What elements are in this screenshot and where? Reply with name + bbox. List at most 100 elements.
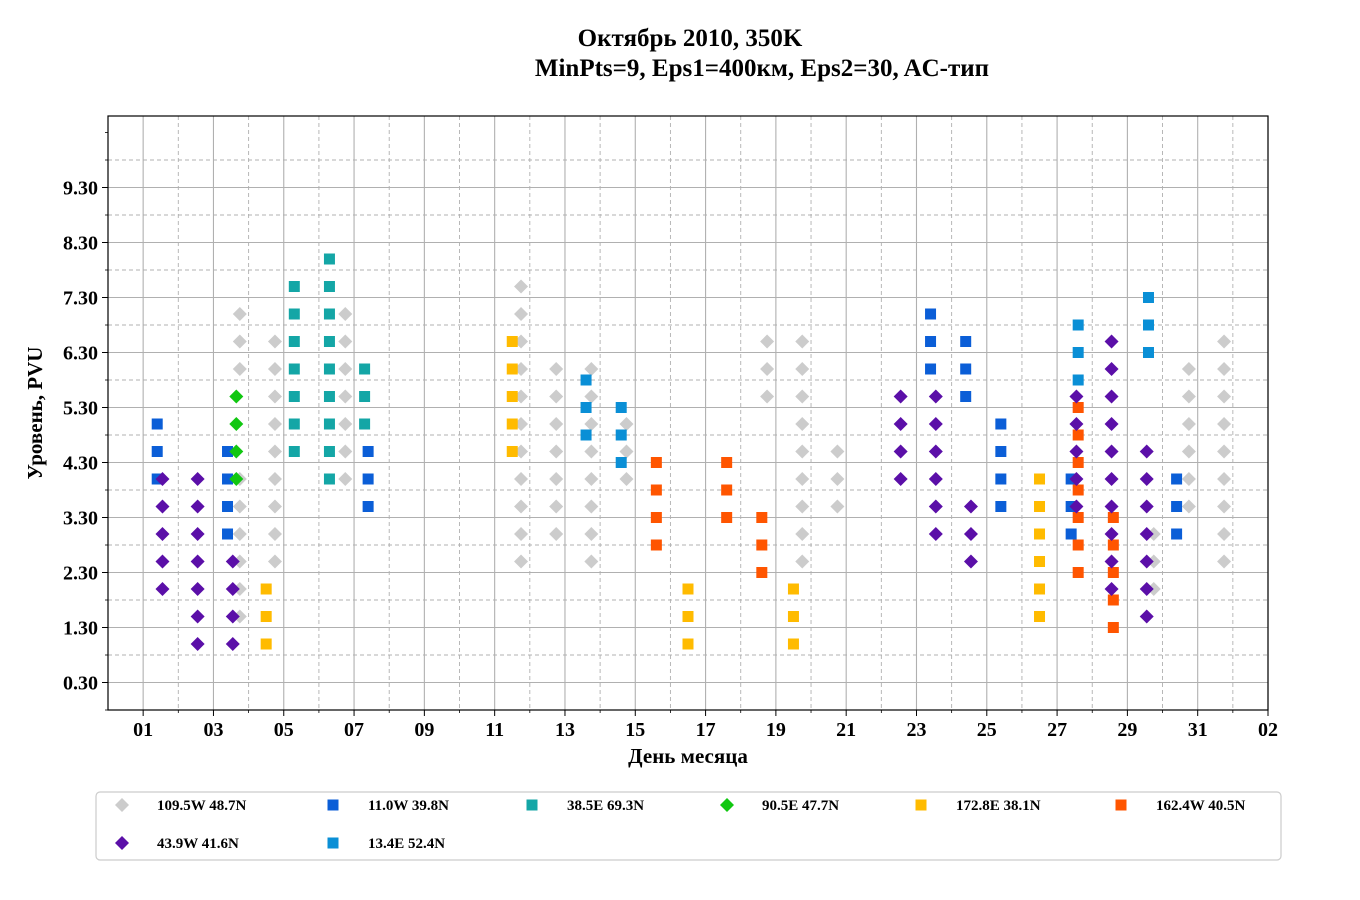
data-point (1104, 472, 1119, 486)
data-point (1034, 611, 1046, 622)
data-point (225, 554, 240, 569)
data-point (1072, 512, 1084, 523)
data-point (584, 389, 599, 404)
data-point (338, 444, 353, 459)
data-point (1069, 389, 1084, 404)
axis-ticks: 01 03 05 07 09 11 13 15 17 19 21 23 25 27 29 31 02 0.30 1.… (63, 132, 1278, 741)
data-point (222, 473, 234, 485)
data-point (682, 611, 694, 622)
data-point (795, 389, 810, 404)
x-tick-label: 25 (977, 719, 997, 741)
legend-box (95, 791, 1282, 861)
data-point (288, 308, 300, 320)
data-point (995, 446, 1007, 457)
data-point (323, 391, 335, 402)
data-point (795, 472, 810, 486)
x-tick-label: 07 (344, 719, 364, 741)
data-point (1146, 582, 1161, 596)
data-point (267, 527, 282, 541)
data-point (928, 389, 943, 404)
data-point (190, 472, 205, 486)
data-point (232, 527, 247, 541)
data-point (893, 389, 908, 404)
data-point (1034, 528, 1046, 540)
legend-label: 90.5E 47.7N (762, 798, 839, 814)
legend-marker (115, 836, 129, 850)
data-point (232, 334, 247, 349)
data-point (267, 472, 282, 486)
x-tick-label: 03 (203, 719, 223, 741)
data-point (584, 417, 599, 431)
data-point (1107, 567, 1119, 578)
data-point (222, 501, 234, 512)
data-point (232, 362, 247, 376)
data-point (650, 484, 662, 496)
data-point (229, 444, 244, 459)
legend-label: 172.8E 38.1N (956, 798, 1041, 814)
data-point (963, 554, 978, 569)
data-point (893, 472, 908, 486)
data-point (795, 527, 810, 541)
data-point (190, 499, 205, 514)
data-point (225, 582, 240, 596)
data-point (267, 334, 282, 349)
data-point (155, 582, 170, 596)
y-tick-label: 7.30 (63, 288, 98, 310)
data-point (584, 554, 599, 569)
data-point (830, 499, 845, 514)
data-point (995, 473, 1007, 485)
data-point (338, 472, 353, 486)
legend-marker (720, 798, 734, 812)
data-point (619, 417, 634, 431)
data-point (514, 527, 529, 541)
data-point (619, 472, 634, 486)
data-point (1139, 609, 1154, 624)
data-point (514, 554, 529, 569)
data-point (1104, 362, 1119, 376)
data-point (323, 446, 335, 457)
data-point (1107, 594, 1119, 606)
data-point (721, 484, 733, 496)
data-point (787, 583, 799, 595)
data-point (584, 499, 599, 514)
data-point (1107, 539, 1119, 551)
data-point (267, 389, 282, 404)
data-point (323, 308, 335, 320)
data-point (267, 554, 282, 569)
data-point (795, 499, 810, 514)
data-point (925, 336, 937, 347)
data-point (795, 334, 810, 349)
y-tick-label: 9.30 (63, 178, 98, 200)
data-point (232, 609, 247, 624)
data-point (1217, 389, 1232, 404)
data-point (288, 391, 300, 402)
data-point (229, 472, 244, 486)
y-tick-label: 2.30 (63, 563, 98, 585)
data-point (1034, 501, 1046, 512)
legend-marker (115, 798, 129, 812)
legend-marker (1115, 799, 1127, 811)
data-point (222, 528, 234, 540)
data-point (963, 527, 978, 541)
data-point (1181, 389, 1196, 404)
data-point (155, 554, 170, 569)
data-point (580, 402, 592, 413)
data-point (787, 638, 799, 650)
data-point (1139, 472, 1154, 486)
data-point (267, 362, 282, 376)
data-point (584, 362, 599, 376)
data-point (760, 389, 775, 404)
data-points (151, 253, 1232, 651)
data-point (1139, 527, 1154, 541)
data-point (756, 512, 768, 523)
data-point (514, 279, 529, 294)
y-tick-label: 3.30 (63, 508, 98, 530)
data-point (1034, 556, 1046, 567)
x-tick-label: 15 (625, 719, 645, 741)
data-point (682, 583, 694, 595)
data-point (960, 336, 972, 347)
x-axis-label: День месяца (628, 744, 748, 768)
data-point (359, 418, 371, 430)
data-point (190, 527, 205, 541)
data-point (795, 417, 810, 431)
